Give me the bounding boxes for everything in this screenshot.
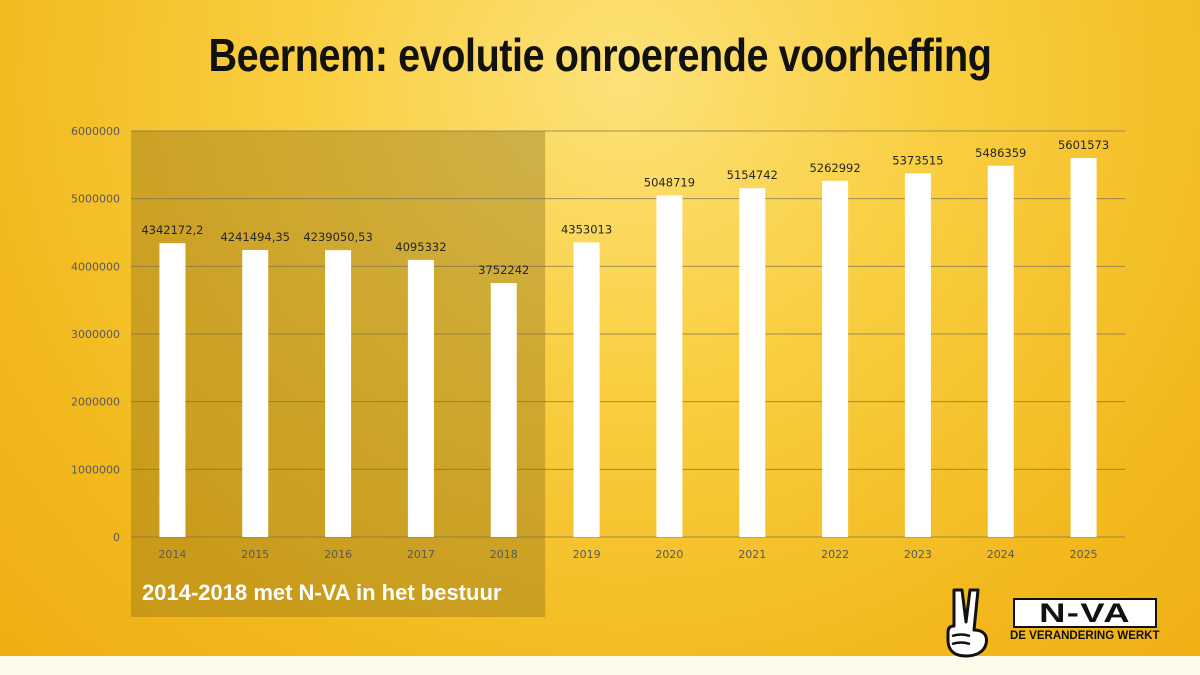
x-tick-label: 2022 [821,548,849,561]
bottom-strip [0,656,1200,675]
bar [242,249,269,537]
logo-tagline: DE VERANDERING WERKT [1010,630,1160,642]
bar [325,250,352,537]
bar [904,173,931,537]
bar [490,283,517,537]
data-label: 5601573 [1058,138,1109,152]
bar [822,180,849,537]
data-label: 5373515 [892,153,943,167]
data-label: 4095332 [395,240,446,254]
bar [656,195,683,538]
data-label: 5486359 [975,146,1026,160]
highlight-label: 2014-2018 met N-VA in het bestuur [142,580,502,605]
y-tick-label: 1000000 [71,463,120,476]
bar [407,259,434,537]
victory-hand-icon [946,588,988,658]
data-label: 4241494,35 [220,230,290,244]
x-tick-label: 2018 [490,548,518,561]
x-tick-label: 2019 [573,548,601,561]
data-label: 5262992 [809,161,860,175]
x-tick-label: 2017 [407,548,435,561]
bar [159,243,186,537]
x-tick-label: 2016 [324,548,352,561]
data-label: 4353013 [561,222,612,236]
y-tick-label: 6000000 [71,125,120,138]
data-label: 5154742 [727,168,778,182]
x-tick-label: 2014 [158,548,186,561]
y-tick-label: 2000000 [71,396,120,409]
x-tick-label: 2021 [738,548,766,561]
bar [739,188,766,537]
y-tick-label: 5000000 [71,193,120,206]
y-tick-label: 0 [113,531,120,544]
nva-logo: N-VA [1013,598,1157,628]
bar [1070,157,1097,538]
logo-wordmark: N-VA [1039,598,1131,628]
data-label: 3752242 [478,263,529,277]
bar [573,242,600,538]
data-label: 5048719 [644,175,695,189]
y-tick-label: 4000000 [71,260,120,273]
x-tick-label: 2024 [987,548,1015,561]
x-tick-label: 2023 [904,548,932,561]
chart-title: Beernem: evolutie onroerende voorheffing [208,29,992,81]
data-label: 4342172,2 [141,223,203,237]
x-tick-label: 2025 [1070,548,1098,561]
x-tick-label: 2020 [655,548,683,561]
data-label: 4239050,53 [303,230,373,244]
x-tick-label: 2015 [241,548,269,561]
y-tick-label: 3000000 [71,328,120,341]
bar [987,165,1014,537]
